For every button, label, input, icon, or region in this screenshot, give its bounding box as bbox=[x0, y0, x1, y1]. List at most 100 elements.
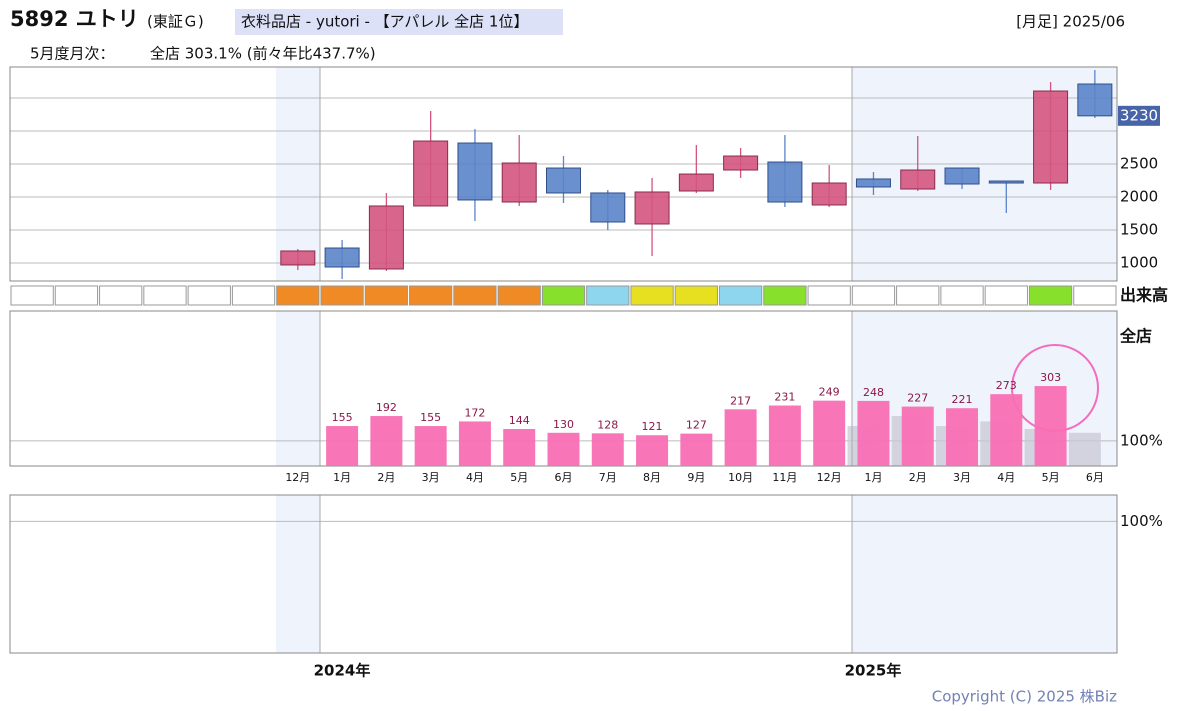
x-tick-label: 4月 bbox=[466, 471, 484, 484]
volume-cell bbox=[586, 285, 630, 306]
value-label: 231 bbox=[774, 391, 795, 404]
value-label: 227 bbox=[907, 392, 928, 405]
bar bbox=[1068, 432, 1101, 466]
x-tick-label: 2月 bbox=[377, 471, 395, 484]
volume-cell bbox=[364, 285, 409, 306]
bar bbox=[990, 394, 1023, 466]
volume-cell bbox=[453, 285, 497, 306]
bar bbox=[503, 429, 536, 466]
volume-cell bbox=[320, 285, 364, 306]
candle-body bbox=[634, 191, 670, 225]
bar bbox=[636, 435, 669, 466]
industry: 衣料品店 - yutori - 【アパレル 全店 1位】 bbox=[241, 13, 528, 31]
candle-body bbox=[811, 182, 847, 206]
market: (東証Ｇ) bbox=[147, 13, 204, 31]
volume-cell bbox=[763, 285, 807, 306]
bar bbox=[591, 433, 624, 466]
extra-panel bbox=[9, 494, 1118, 654]
candle-body bbox=[280, 250, 316, 266]
candle-body bbox=[723, 155, 759, 171]
volume-cell bbox=[541, 285, 586, 306]
volume-cell bbox=[231, 285, 276, 306]
x-tick-label: 4月 bbox=[997, 471, 1015, 484]
candle-body bbox=[368, 205, 404, 270]
bar bbox=[547, 432, 580, 466]
copyright: Copyright (C) 2025 株Biz bbox=[932, 688, 1117, 706]
volume-cell bbox=[10, 285, 54, 306]
y-tick-label: 2000 bbox=[1120, 187, 1158, 205]
bar bbox=[326, 426, 359, 466]
bar bbox=[901, 406, 934, 466]
volume-cell bbox=[674, 285, 718, 306]
candle-body bbox=[501, 162, 537, 203]
x-tick-label: 12月 bbox=[285, 471, 310, 484]
value-label: 249 bbox=[819, 386, 840, 399]
x-tick-label: 9月 bbox=[687, 471, 705, 484]
volume-cell bbox=[99, 285, 143, 306]
bar bbox=[680, 433, 713, 466]
candle-body bbox=[767, 161, 803, 203]
x-tick-label: 3月 bbox=[953, 471, 971, 484]
monthly-value: 全店 303.1% (前々年比437.7%) bbox=[150, 45, 376, 63]
y-tick-label: 100% bbox=[1120, 512, 1163, 530]
candle-body bbox=[457, 142, 493, 201]
x-tick-label: 1月 bbox=[333, 471, 351, 484]
x-tick-label: 3月 bbox=[422, 471, 440, 484]
shade bbox=[852, 67, 1117, 281]
y-tick-label: 1000 bbox=[1120, 253, 1158, 271]
bar bbox=[458, 421, 491, 466]
bar bbox=[857, 400, 890, 466]
y-axis-label: 全店 bbox=[1119, 327, 1152, 346]
volume-label: 出来高 bbox=[1120, 286, 1168, 305]
x-tick-label: 5月 bbox=[510, 471, 528, 484]
value-label: 130 bbox=[553, 418, 574, 431]
candle-body bbox=[324, 247, 360, 268]
last-price: 3230 bbox=[1120, 106, 1158, 124]
volume-cell bbox=[718, 285, 763, 306]
x-tick-label: 1月 bbox=[864, 471, 882, 484]
bar bbox=[370, 416, 403, 466]
period: [月足] 2025/06 bbox=[1016, 13, 1125, 31]
code-name: 5892 ユトリ bbox=[10, 7, 139, 31]
volume-cell bbox=[940, 285, 984, 306]
volume-cell bbox=[143, 285, 187, 306]
value-label: 192 bbox=[376, 401, 397, 414]
x-tick-label: 8月 bbox=[643, 471, 661, 484]
candle-body bbox=[590, 192, 626, 223]
candle-body bbox=[546, 167, 581, 194]
candle-body bbox=[413, 140, 449, 207]
bar bbox=[946, 408, 979, 466]
candle-body bbox=[1033, 90, 1069, 184]
value-label: 221 bbox=[952, 393, 973, 406]
candle-body bbox=[988, 180, 1024, 184]
shade bbox=[276, 67, 320, 281]
x-tick-label: 6月 bbox=[555, 471, 573, 484]
x-tick-label: 10月 bbox=[728, 471, 753, 484]
x-tick-label: 12月 bbox=[817, 471, 842, 484]
bar bbox=[414, 426, 447, 466]
volume-cell bbox=[984, 285, 1028, 306]
value-label: 155 bbox=[332, 411, 353, 424]
value-label: 172 bbox=[464, 406, 485, 419]
shade bbox=[852, 495, 1117, 653]
last-price-bg bbox=[1118, 105, 1160, 126]
x-tick-label: 11月 bbox=[772, 471, 797, 484]
value-label: 127 bbox=[686, 419, 707, 432]
value-label: 155 bbox=[420, 411, 441, 424]
shade bbox=[276, 495, 320, 653]
y-tick-label: 1500 bbox=[1120, 220, 1158, 238]
x-tick-label: 2月 bbox=[909, 471, 927, 484]
year-label: 2024年 bbox=[314, 662, 371, 680]
volume-cell bbox=[409, 285, 453, 306]
year-label: 2025年 bbox=[845, 662, 902, 680]
value-label: 128 bbox=[597, 418, 618, 431]
bar bbox=[768, 405, 801, 466]
y-tick-label: 2500 bbox=[1120, 155, 1158, 173]
monthly-label: 5月度月次： bbox=[30, 45, 115, 63]
bar bbox=[813, 400, 846, 466]
candle-body bbox=[678, 173, 714, 192]
bar bbox=[1034, 386, 1067, 466]
industry-bg bbox=[235, 9, 563, 35]
volume-cell bbox=[851, 285, 896, 306]
